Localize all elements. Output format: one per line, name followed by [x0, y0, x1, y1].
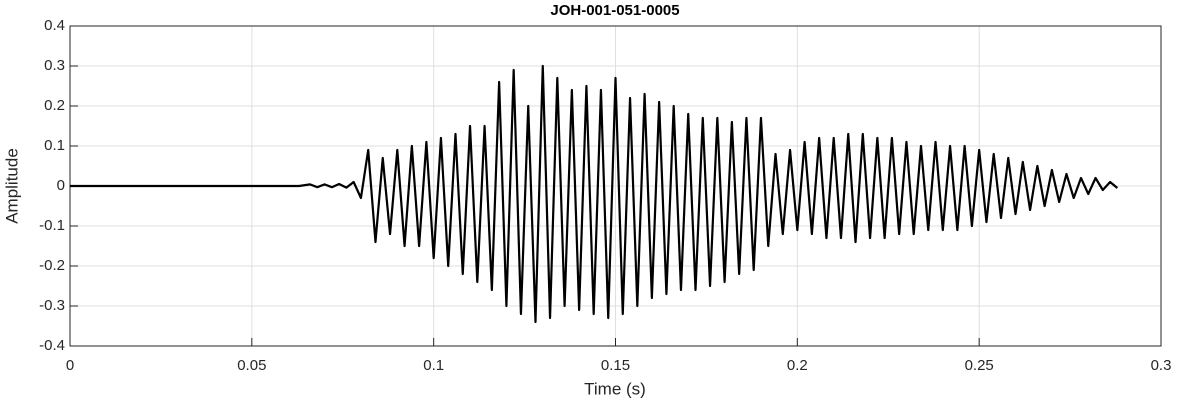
x-axis-label: Time (s)	[584, 379, 646, 398]
x-tick-label: 0.25	[965, 357, 994, 374]
x-tick-label: 0	[66, 357, 74, 374]
waveform-line	[70, 64, 1119, 324]
y-axis-label: Amplitude	[2, 148, 21, 224]
x-tick-label: 0.2	[787, 357, 808, 374]
y-tick-label: -0.2	[39, 257, 65, 274]
y-tick-label: -0.3	[39, 297, 65, 314]
x-tick-label: 0.3	[1151, 357, 1172, 374]
y-tick-label: -0.4	[39, 337, 65, 354]
y-tick-label: 0.3	[44, 57, 65, 74]
y-tick-label: 0.2	[44, 97, 65, 114]
y-tick-label: 0.4	[44, 17, 65, 34]
x-tick-label: 0.1	[423, 357, 444, 374]
y-tick-label: 0	[57, 177, 65, 194]
y-tick-label: -0.1	[39, 217, 65, 234]
y-tick-label: 0.1	[44, 137, 65, 154]
x-tick-label: 0.15	[601, 357, 630, 374]
chart-title: JOH-001-051-0005	[550, 2, 679, 19]
x-tick-label: 0.05	[237, 357, 266, 374]
